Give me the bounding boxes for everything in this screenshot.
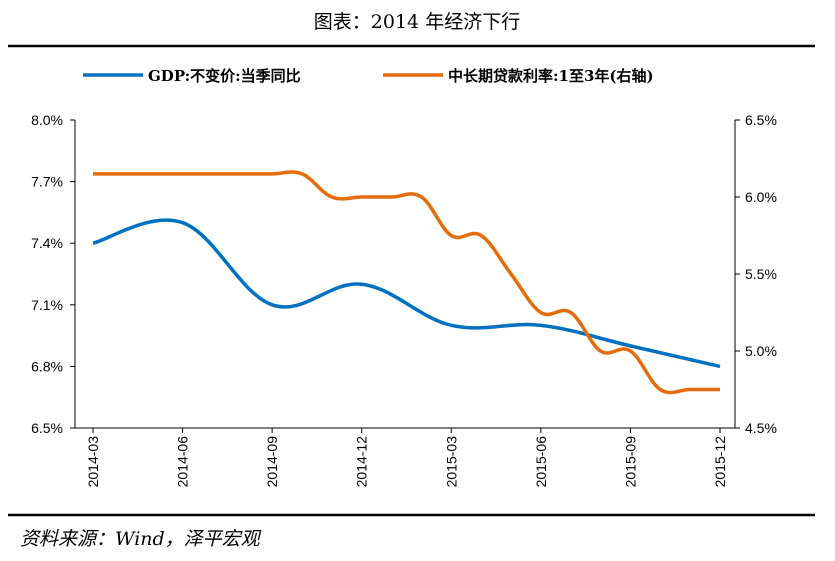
left-tick-label: 6.8%: [31, 358, 63, 374]
x-tick-label: 2015-09: [622, 436, 638, 488]
x-tick-label: 2014-09: [264, 436, 280, 488]
right-tick-label: 5.0%: [745, 343, 777, 359]
x-tick-label: 2014-12: [354, 436, 370, 488]
legend-label-rate: 中长期贷款利率:1至3年(右轴): [448, 67, 654, 85]
right-tick-label: 6.0%: [745, 189, 777, 205]
legend-label-gdp: GDP:不变价:当季同比: [148, 67, 301, 85]
x-tick-label: 2015-06: [533, 436, 549, 488]
x-tick-label: 2015-12: [712, 436, 728, 488]
x-tick-label: 2014-03: [85, 436, 101, 488]
right-tick-label: 4.5%: [745, 420, 777, 436]
loan-rate-line: [93, 170, 720, 395]
left-tick-label: 7.4%: [31, 235, 63, 251]
x-tick-label: 2014-06: [175, 436, 191, 488]
left-tick-label: 8.0%: [31, 112, 63, 128]
chart-title: 图表：2014 年经济下行: [314, 11, 520, 33]
left-tick-label: 7.1%: [31, 297, 63, 313]
left-tick-label: 6.5%: [31, 420, 63, 436]
gdp-line: [92, 218, 721, 369]
source-note: 资料来源：Wind，泽平宏观: [20, 528, 262, 550]
right-tick-label: 6.5%: [745, 112, 777, 128]
left-tick-label: 7.7%: [31, 174, 63, 190]
x-tick-label: 2015-03: [443, 436, 459, 488]
right-tick-label: 5.5%: [745, 266, 777, 282]
legend: GDP:不变价:当季同比 中长期贷款利率:1至3年(右轴): [83, 67, 654, 85]
